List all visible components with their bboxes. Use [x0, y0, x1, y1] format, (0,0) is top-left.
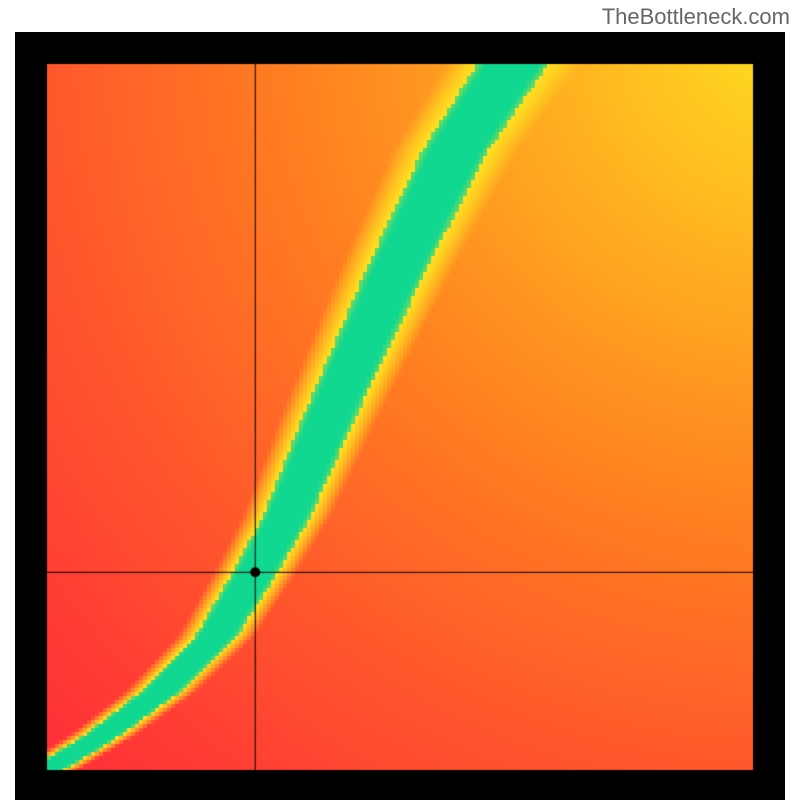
attribution-text: TheBottleneck.com — [602, 4, 790, 30]
bottleneck-heatmap — [15, 32, 785, 800]
